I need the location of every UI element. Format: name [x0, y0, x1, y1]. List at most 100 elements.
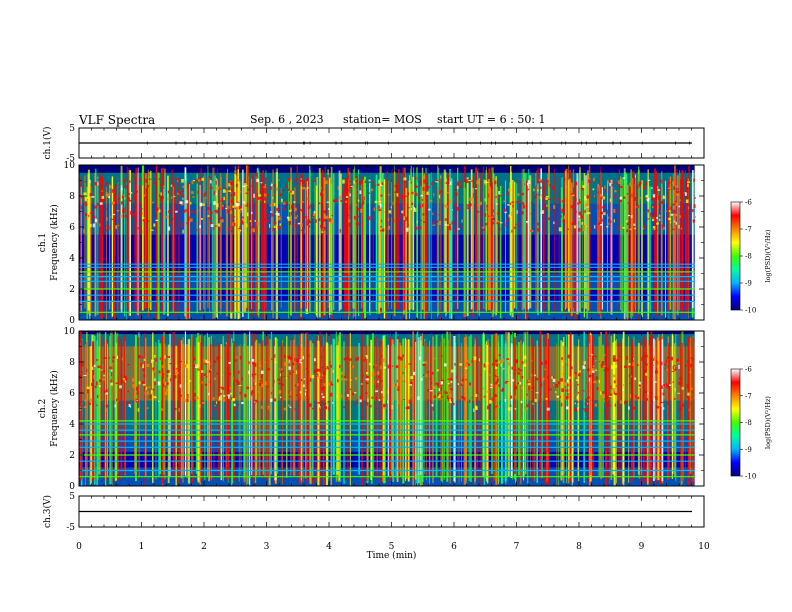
spectrogram-pixel — [537, 222, 539, 226]
spectrogram-pixel — [402, 354, 404, 358]
spectrogram-streak — [541, 334, 543, 479]
spectrogram-pixel — [555, 391, 557, 394]
spectrogram-pixel — [251, 359, 255, 362]
spectrogram-pixel — [690, 387, 693, 390]
spectrogram-pixel — [403, 399, 405, 401]
spectrogram-streak — [169, 333, 171, 477]
spectrogram-streak — [558, 177, 560, 311]
spectrogram-streak — [399, 342, 402, 474]
spectrogram-pixel — [449, 399, 452, 404]
spectrogram-pixel — [602, 391, 605, 394]
spectrogram-streak — [600, 332, 602, 480]
spectrogram-pixel — [483, 363, 486, 368]
spectrogram-streak — [100, 177, 103, 318]
spectrogram-streak — [391, 168, 393, 311]
spectrogram-pixel — [157, 206, 159, 208]
spectrogram-pixel — [591, 180, 593, 183]
spectrogram-pixel — [228, 361, 231, 364]
spectrogram-pixel — [505, 380, 509, 382]
spectrogram-pixel — [538, 179, 542, 181]
spectrogram-pixel — [165, 392, 168, 396]
spectrogram-pixel — [320, 192, 323, 197]
x-tick-label: 1 — [139, 542, 145, 552]
spectrogram-pixel — [221, 225, 223, 227]
spectrogram-pixel — [598, 222, 601, 226]
spectrogram-streak — [304, 333, 307, 479]
spectrogram-pixel — [577, 202, 580, 205]
spectrogram-pixel — [311, 374, 315, 379]
spectrogram-pixel — [597, 205, 599, 210]
spectrogram-pixel — [239, 212, 241, 214]
x-tick-label: 2 — [201, 542, 207, 552]
spectrogram-pixel — [410, 181, 412, 184]
spectrogram-pixel — [297, 222, 301, 225]
spectrogram-streak — [486, 166, 487, 313]
spectrogram-streak — [214, 175, 216, 318]
spectrogram-pixel — [604, 185, 606, 189]
spectrogram-pixel — [261, 383, 263, 388]
spectrogram-pixel — [109, 185, 113, 189]
spectrogram-streak — [592, 335, 593, 479]
spectrogram-pixel — [423, 179, 426, 184]
spectrogram-streak — [94, 336, 96, 485]
spectrogram-pixel — [690, 363, 692, 368]
spectrogram-pixel — [440, 396, 444, 398]
spectrogram-pixel — [374, 393, 376, 396]
spectrogram-streak — [589, 335, 591, 475]
spectrogram-pixel — [530, 389, 533, 391]
spectrogram-streak — [685, 180, 688, 315]
spectrogram-pixel — [644, 369, 646, 373]
spectrogram-streak — [499, 185, 502, 319]
spectrogram-pixel — [304, 392, 306, 396]
spectrogram-streak — [314, 179, 316, 314]
spectrogram-pixel — [120, 187, 123, 191]
spectrogram-pixel — [560, 378, 563, 382]
spectrogram-streak — [246, 345, 249, 484]
spectrogram-pixel — [209, 361, 211, 365]
spectrogram-pixel — [136, 400, 138, 402]
spectrogram-pixel — [308, 225, 311, 228]
spectrogram-pixel — [634, 377, 637, 380]
spectrogram-pixel — [657, 195, 661, 198]
spectrogram-pixel — [190, 210, 193, 213]
spectrogram-streak — [358, 343, 360, 475]
spectrogram-pixel — [380, 219, 383, 223]
spectrogram-pixel — [237, 179, 240, 181]
spectrogram-pixel — [275, 213, 278, 215]
spectrogram-pixel — [312, 407, 315, 410]
spectrogram-pixel — [547, 217, 551, 221]
spectrogram-pixel — [235, 183, 238, 188]
spectrogram-streak — [245, 335, 248, 486]
spectrogram-pixel — [595, 369, 598, 371]
spectrogram-pixel — [272, 227, 274, 231]
spectrogram-pixel — [353, 392, 357, 394]
spectrogram-pixel — [228, 395, 230, 399]
spectrogram-pixel — [267, 219, 270, 222]
spectrogram-streak — [264, 177, 267, 314]
spectrogram-pixel — [175, 364, 178, 369]
spectrogram-streak — [516, 183, 518, 310]
spectrogram-pixel — [322, 396, 325, 399]
spectrogram-pixel — [300, 223, 303, 227]
spectrogram-pixel — [678, 205, 681, 208]
spectrogram-pixel — [491, 216, 493, 219]
spectrogram-streak — [485, 181, 488, 311]
spectrogram-pixel — [273, 184, 276, 187]
spectrogram-streak — [235, 170, 237, 311]
spectrogram-pixel — [403, 216, 405, 220]
spectrogram-pixel — [348, 223, 351, 227]
spectrogram-pixel — [606, 209, 609, 214]
spectrogram-pixel — [168, 226, 171, 231]
spectrogram-streak — [408, 180, 411, 311]
spectrogram-streak — [96, 332, 99, 480]
spectrogram-pixel — [216, 401, 217, 404]
spectrogram-pixel — [503, 200, 507, 202]
spectrogram-pixel — [365, 375, 369, 379]
spectrogram-pixel — [143, 374, 146, 378]
spectrogram-pixel — [116, 398, 118, 402]
spectrogram-pixel — [446, 395, 449, 400]
spectrogram-pixel — [299, 208, 302, 211]
spectrogram-pixel — [219, 188, 222, 190]
spectrogram-pixel — [411, 202, 414, 205]
spectrogram-streak — [560, 340, 563, 481]
